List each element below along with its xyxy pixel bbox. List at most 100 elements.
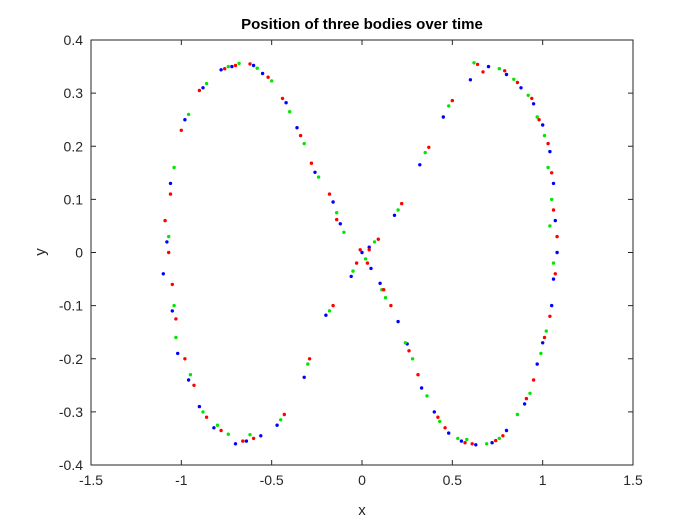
data-point: [230, 64, 234, 69]
y-tick-label: 0.3: [64, 85, 84, 101]
data-point: [419, 386, 424, 390]
ticks-layer: -1.5 -1 -0.5 0 0.5 1 1.5 -0.4 -0.3 -0.2 -0.1 0 0.1 0.…: [59, 32, 643, 488]
data-point: [531, 378, 536, 382]
data-point: [204, 81, 209, 86]
data-point: [363, 257, 368, 261]
data-point: [251, 436, 256, 441]
data-point: [204, 415, 209, 419]
data-point: [316, 175, 321, 179]
data-point: [468, 78, 473, 82]
data-point: [396, 319, 400, 324]
data-point: [176, 351, 180, 356]
data-point: [553, 218, 557, 223]
data-point: [275, 423, 279, 427]
data-point: [475, 62, 480, 67]
data-point: [548, 149, 552, 154]
data-point: [358, 248, 362, 252]
data-point: [541, 123, 545, 127]
data-point: [237, 61, 241, 66]
series-3: [163, 62, 559, 446]
y-tick-label: 0.2: [64, 138, 84, 154]
data-point: [335, 211, 339, 215]
data-point: [403, 341, 408, 345]
data-point: [367, 245, 371, 249]
data-point: [183, 118, 187, 122]
data-point: [546, 141, 550, 146]
data-point: [183, 357, 187, 361]
data-point: [179, 128, 183, 132]
data-point: [555, 250, 559, 255]
data-point: [165, 240, 169, 244]
data-point: [302, 375, 306, 379]
series-2: [167, 61, 556, 446]
data-point: [201, 410, 205, 414]
data-point: [465, 437, 469, 442]
data-point: [410, 357, 415, 361]
data-point: [197, 88, 202, 93]
data-point: [327, 309, 332, 313]
data-point: [486, 64, 491, 69]
x-tick-label: 1: [539, 472, 547, 488]
data-point: [551, 181, 556, 186]
data-point: [396, 208, 400, 212]
data-point: [481, 70, 485, 74]
data-point: [219, 428, 223, 433]
x-tick-label: 0.5: [443, 472, 463, 488]
data-point: [259, 434, 263, 438]
data-point: [450, 98, 454, 103]
data-point: [248, 433, 252, 437]
data-point: [324, 313, 328, 317]
data-point: [522, 402, 527, 406]
y-tick-label: -0.3: [59, 404, 83, 420]
data-point: [470, 442, 474, 446]
y-tick-label: -0.1: [59, 298, 83, 314]
data-point: [351, 269, 355, 273]
data-point: [392, 213, 397, 217]
data-point: [174, 335, 178, 340]
data-point: [528, 391, 532, 395]
data-point: [331, 303, 335, 308]
data-point: [188, 373, 193, 377]
data-point: [436, 415, 440, 419]
data-point: [354, 261, 359, 265]
data-point: [383, 296, 388, 300]
data-point: [197, 404, 202, 409]
data-point: [279, 418, 283, 422]
data-point: [168, 192, 173, 196]
data-point: [504, 72, 509, 77]
data-point: [212, 426, 216, 430]
data-point: [172, 165, 176, 170]
data-point: [172, 303, 176, 308]
y-tick-label: -0.4: [59, 457, 83, 473]
data-point: [284, 101, 288, 105]
data-point: [186, 112, 191, 117]
data-point: [531, 102, 536, 106]
data-point: [255, 66, 259, 70]
data-point: [167, 234, 171, 239]
data-point: [438, 419, 442, 424]
data-point: [282, 412, 286, 417]
data-point: [441, 115, 445, 119]
data-point: [463, 441, 467, 445]
data-point: [372, 240, 377, 244]
data-point: [201, 86, 205, 90]
data-point: [313, 170, 317, 174]
data-point: [551, 208, 556, 212]
y-tick-label: 0.4: [64, 32, 84, 48]
data-point: [423, 150, 427, 155]
data-point: [524, 396, 529, 401]
data-point: [233, 442, 238, 446]
data-point: [349, 274, 353, 279]
data-point: [280, 96, 285, 101]
data-point: [504, 428, 509, 433]
data-point: [248, 62, 252, 66]
data-point: [512, 77, 516, 82]
data-point: [456, 436, 460, 441]
y-tick-label: 0.1: [64, 191, 84, 207]
x-tick-label: -0.5: [260, 472, 284, 488]
data-point: [167, 250, 171, 255]
data-point: [309, 161, 314, 165]
data-point: [223, 67, 227, 71]
data-point: [548, 224, 552, 228]
